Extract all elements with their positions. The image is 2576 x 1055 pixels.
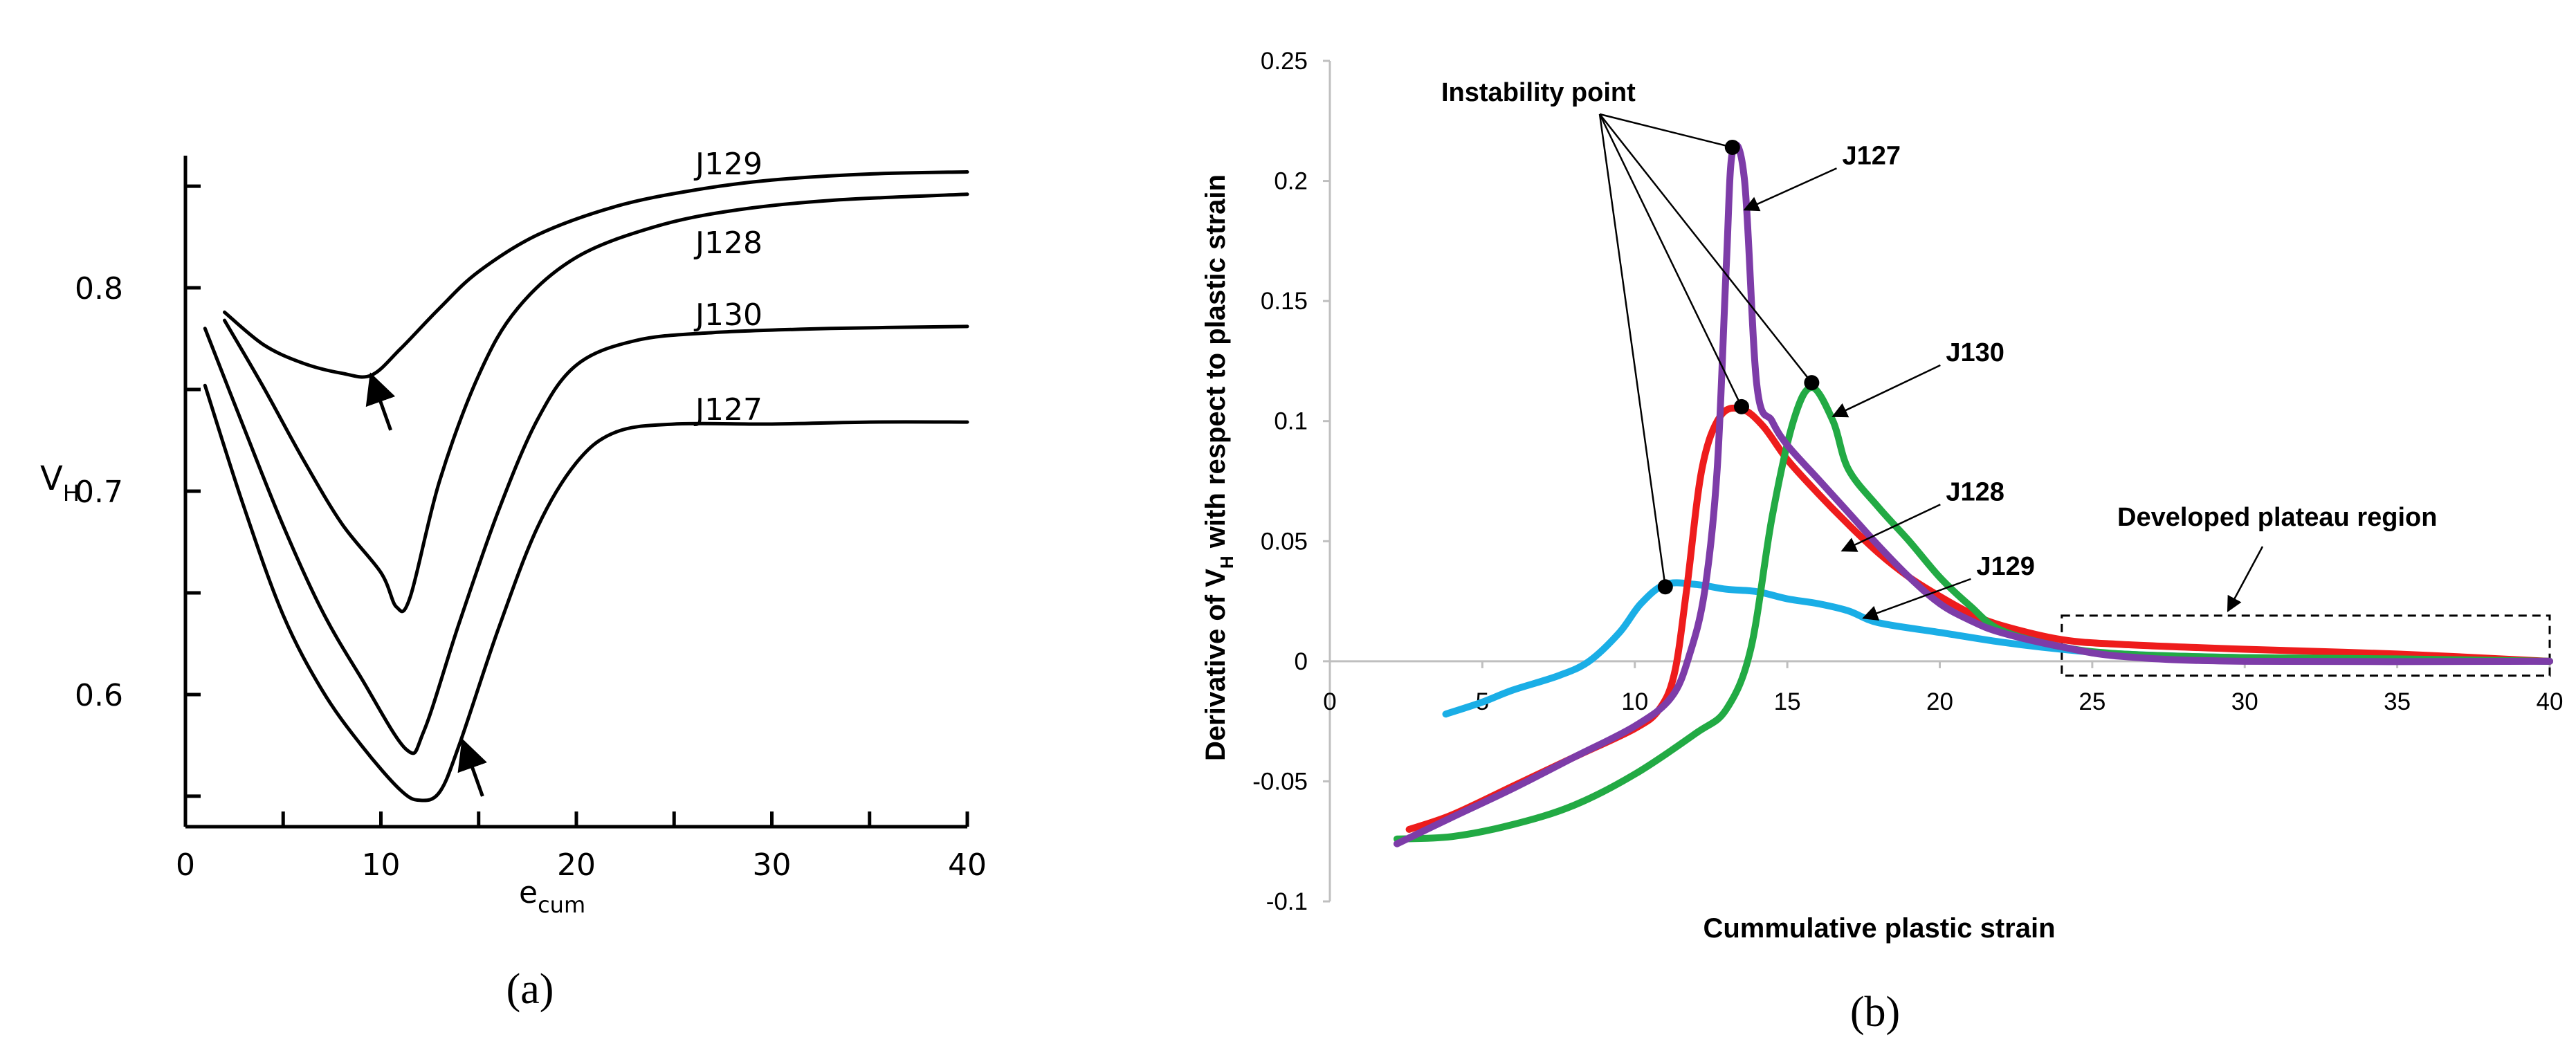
callout-label-j129: J129 xyxy=(1976,552,2035,581)
b-curves xyxy=(1394,141,2553,847)
a-series-label-j128: J128 xyxy=(693,226,762,261)
a-x-tick-label: 20 xyxy=(557,847,596,883)
a-x-axis-label: ecum xyxy=(519,875,585,918)
instability-point-label: Instability point xyxy=(1441,78,1636,107)
callout-label-j127: J127 xyxy=(1842,141,1901,170)
a-curves xyxy=(203,170,969,802)
instability-point xyxy=(1657,579,1673,595)
a-y-tick-label: 0.8 xyxy=(75,271,123,306)
panel-a: 0 10 20 30 40 0.6 0.7 0.8 J129 J128 J130 J127 VH e… xyxy=(40,147,987,918)
instability-leader xyxy=(1598,113,1743,407)
b-y-tick-label: 0.2 xyxy=(1274,168,1308,195)
instability-point xyxy=(1724,139,1740,155)
instability-leader xyxy=(1599,113,1813,383)
panel-a-label: (a) xyxy=(506,966,554,1013)
callout-arrow-j130 xyxy=(1831,364,1941,418)
b-y-tick-label: 0.05 xyxy=(1261,528,1308,555)
b-x-tick-label: 25 xyxy=(2079,688,2105,715)
a-arrows xyxy=(365,372,487,797)
a-y-tick-label: 0.7 xyxy=(75,475,123,510)
a-series-label-j127: J127 xyxy=(693,392,762,428)
a-curve-j130 xyxy=(203,324,969,755)
a-ticks: 0 10 20 30 40 0.6 0.7 0.8 xyxy=(75,184,987,883)
b-y-tick-label: -0.05 xyxy=(1252,768,1308,795)
panel-b-label: (b) xyxy=(1850,989,1900,1036)
a-curve-j127 xyxy=(203,383,969,802)
plateau-region-label: Developed plateau region xyxy=(2117,503,2437,532)
b-y-tick-label: -0.1 xyxy=(1266,888,1308,915)
b-x-tick-label: 40 xyxy=(2537,688,2564,715)
b-x-tick-label: 35 xyxy=(2384,688,2411,715)
b-x-axis-label: Cummulative plastic strain xyxy=(1703,913,2055,944)
instability-leader xyxy=(1598,113,1667,587)
a-arrow xyxy=(457,738,487,797)
b-curve-j130 xyxy=(1394,384,2553,843)
b-x-tick-label: 30 xyxy=(2231,688,2258,715)
b-x-tick-label: 10 xyxy=(1621,688,1648,715)
a-x-tick-label: 30 xyxy=(753,847,792,883)
a-x-tick-label: 40 xyxy=(948,847,987,883)
b-y-axis-label: Derivative of VH with respect to plastic… xyxy=(1200,174,1237,761)
a-x-tick-label: 0 xyxy=(176,847,195,883)
a-series-label-j130: J130 xyxy=(693,297,762,333)
callout-arrow-j127 xyxy=(1743,167,1837,212)
a-series-label-j129: J129 xyxy=(693,147,762,182)
a-y-axis-label: VH xyxy=(40,459,80,506)
callout-arrow-j128 xyxy=(1840,504,1941,552)
b-curve-j127 xyxy=(1394,141,2553,847)
b-y-tick-label: 0.1 xyxy=(1274,408,1308,435)
instability-point xyxy=(1734,398,1750,414)
instability-points xyxy=(1657,139,1820,595)
instability-leader xyxy=(1599,113,1733,149)
a-curve-j129 xyxy=(223,170,969,379)
b-y-tick-label: 0.25 xyxy=(1261,48,1308,75)
a-series-labels: J129 J128 J130 J127 xyxy=(693,147,762,428)
b-x-tick-label: 15 xyxy=(1774,688,1801,715)
plateau-arrow xyxy=(2227,546,2264,612)
b-x-tick-label: 0 xyxy=(1323,688,1336,715)
a-arrow xyxy=(365,372,396,431)
a-curve-j128 xyxy=(223,192,969,614)
callout-label-j130: J130 xyxy=(1946,338,2004,367)
b-x-tick-label: 20 xyxy=(1926,688,1953,715)
instability-point xyxy=(1804,375,1820,391)
b-series-callouts: J127 J130 J128 J129 xyxy=(1743,141,2035,621)
b-y-tick-label: 0.15 xyxy=(1261,288,1308,315)
callout-label-j128: J128 xyxy=(1946,477,2004,506)
instability-leaders xyxy=(1598,113,1813,587)
callout-arrow-j129 xyxy=(1862,578,1971,621)
a-x-tick-label: 10 xyxy=(362,847,401,883)
b-y-tick-label: 0 xyxy=(1295,648,1308,675)
a-y-tick-label: 0.6 xyxy=(75,678,123,713)
